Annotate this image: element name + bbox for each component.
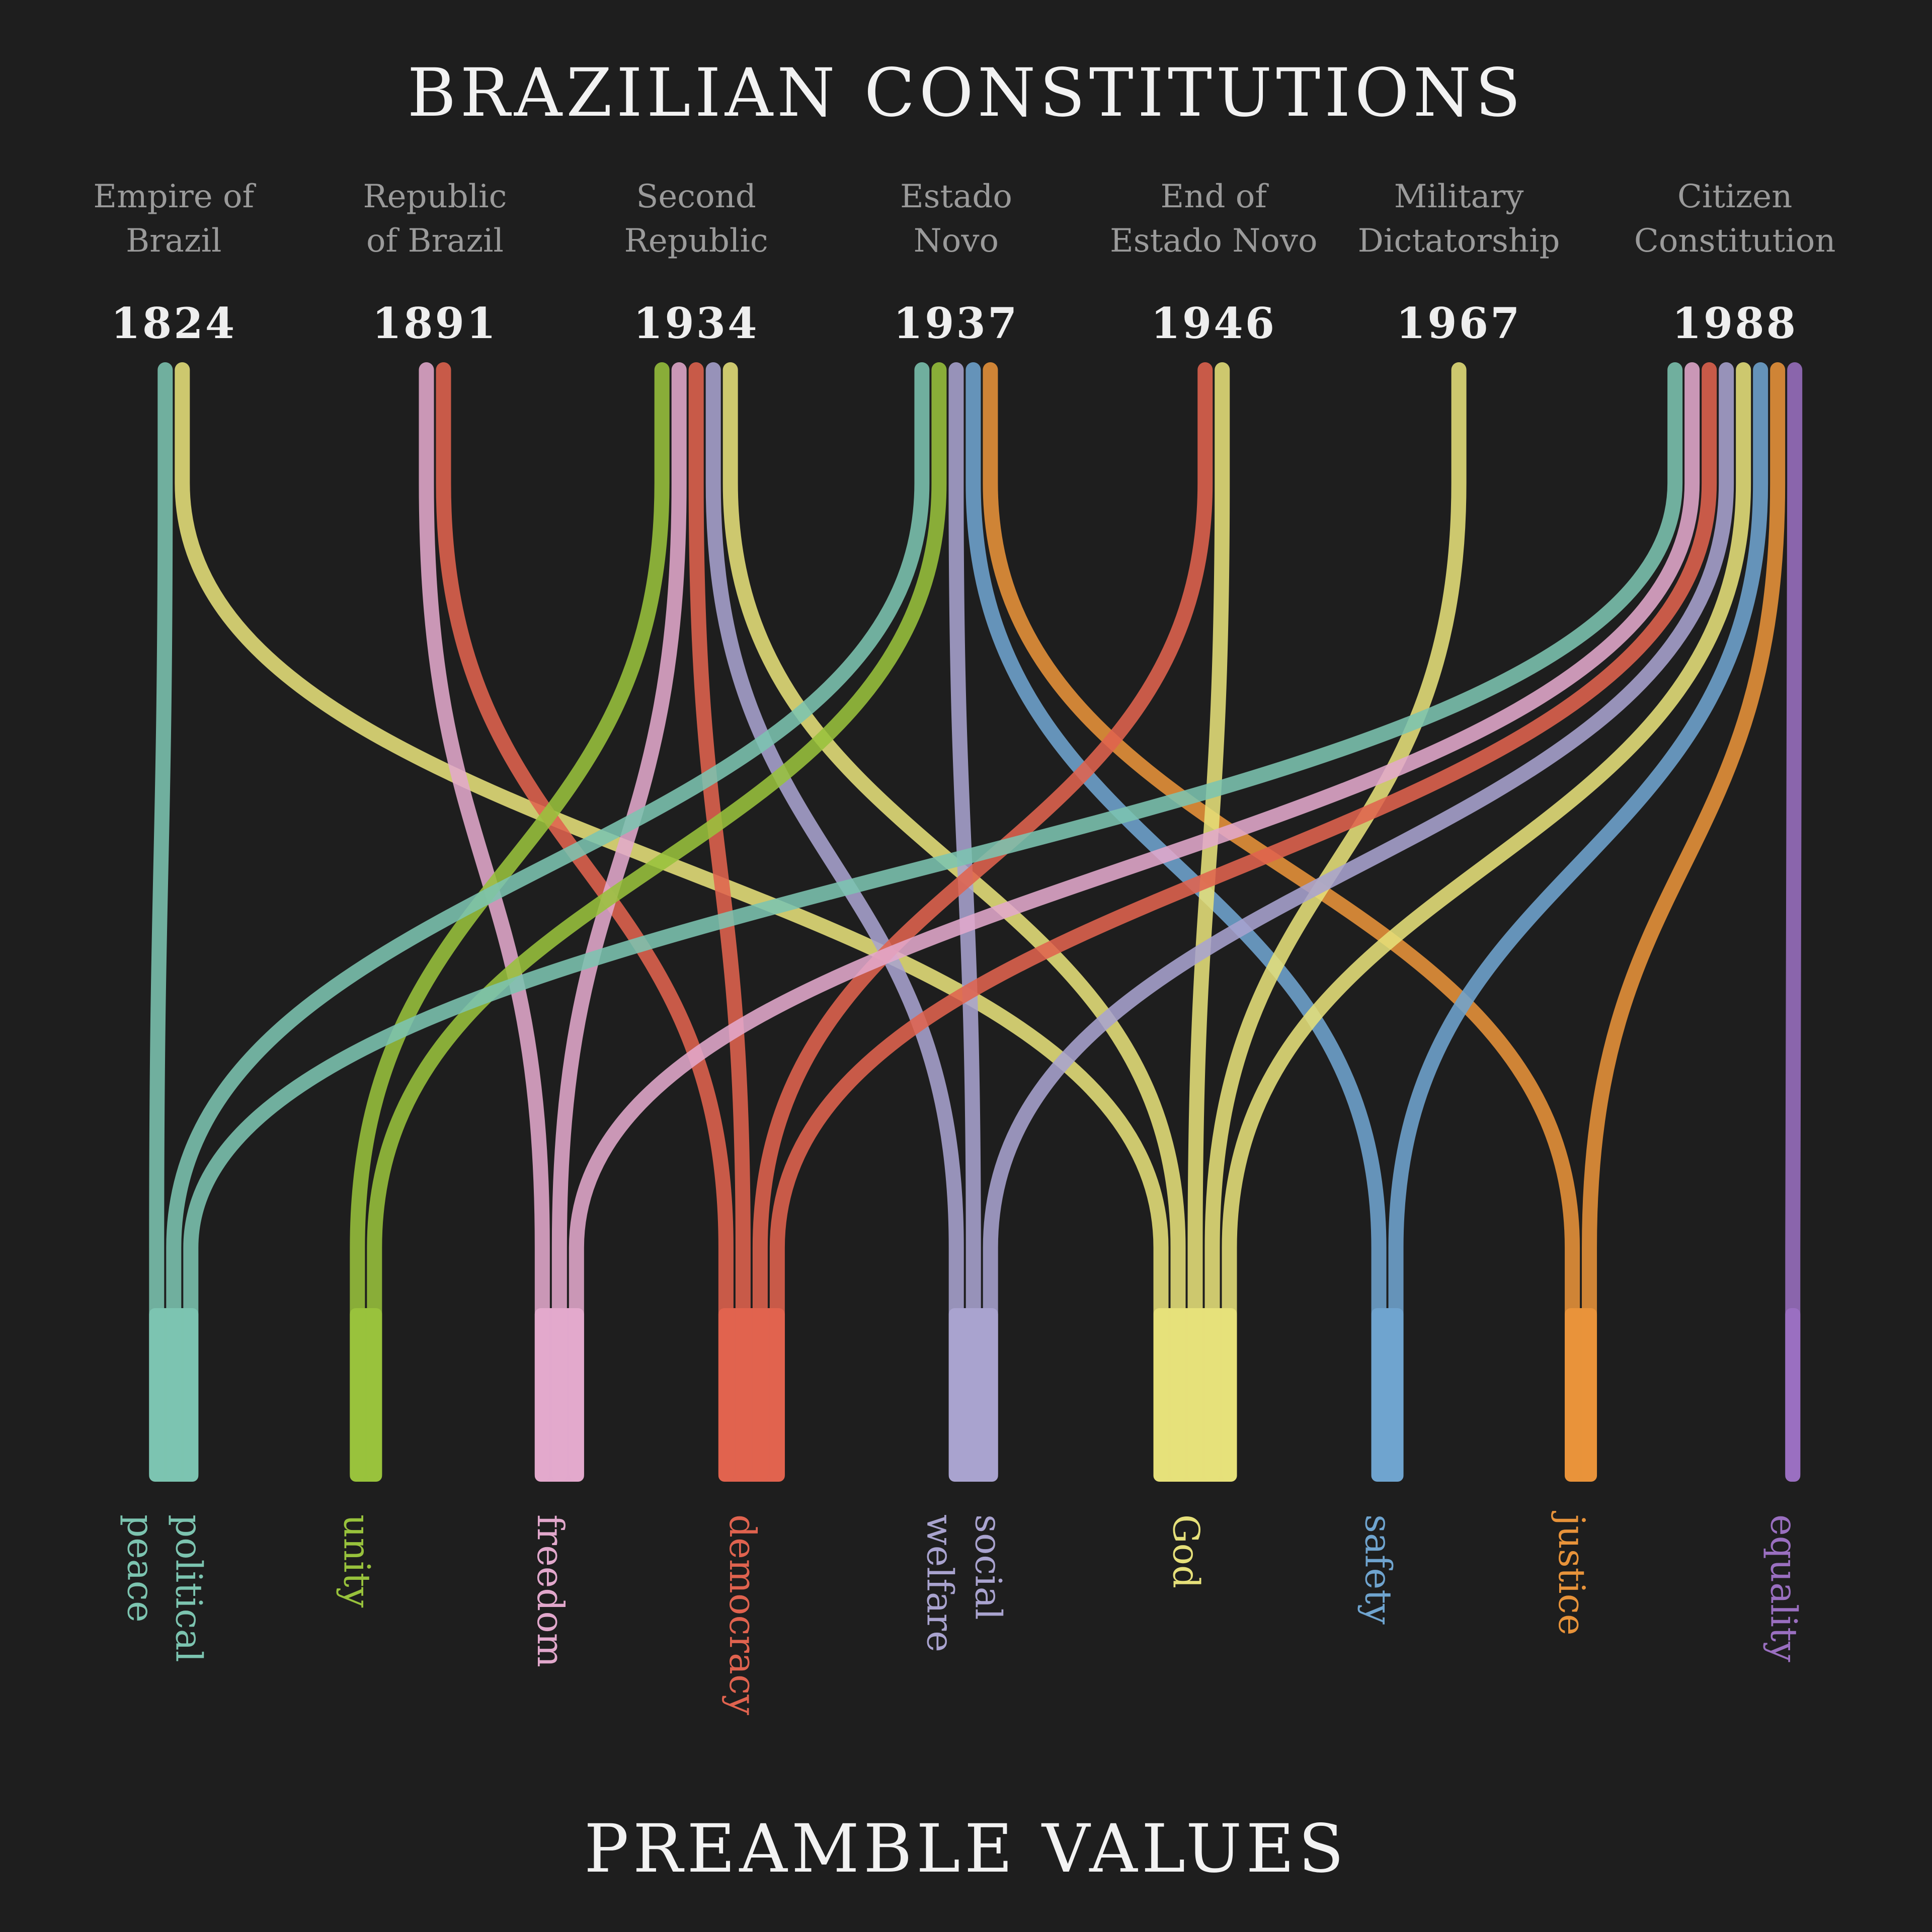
- constitution-name: Republic: [624, 222, 768, 260]
- subtitle: PREAMBLE VALUES: [584, 1810, 1348, 1888]
- link: [1204, 362, 1467, 1482]
- link: [569, 362, 1700, 1482]
- value-label: political: [168, 1514, 210, 1662]
- constitution-name: Republic: [363, 178, 507, 215]
- title: BRAZILIAN CONSTITUTIONS: [407, 54, 1524, 132]
- link: [436, 362, 734, 1482]
- value-label: freedom: [529, 1514, 572, 1667]
- value-label: safety: [1357, 1514, 1400, 1625]
- constitution-year: 1891: [372, 298, 498, 348]
- value-label: democracy: [721, 1514, 764, 1715]
- constitution-name: Brazil: [126, 222, 221, 260]
- value-label: God: [1165, 1514, 1208, 1588]
- link: [419, 362, 550, 1482]
- value-label: unity: [336, 1514, 378, 1608]
- constitution-year: 1946: [1151, 298, 1276, 348]
- constitution-name: Estado: [900, 178, 1012, 215]
- constitution-name: End of: [1161, 178, 1269, 215]
- link: [983, 362, 1580, 1482]
- link: [983, 362, 1734, 1482]
- constitution-name: Dictatorship: [1358, 222, 1560, 260]
- link: [965, 362, 1387, 1482]
- constitution-year: 1967: [1396, 298, 1522, 348]
- constitution-name: Constitution: [1634, 222, 1836, 260]
- constitution-year: 1988: [1672, 298, 1798, 348]
- link: [752, 362, 1213, 1482]
- links: [149, 362, 1803, 1482]
- constitution-year: 1824: [111, 298, 236, 348]
- value-label: welfare: [919, 1514, 961, 1652]
- link: [705, 362, 964, 1482]
- constitution-name: Second: [636, 178, 756, 215]
- link: [367, 362, 947, 1482]
- link: [350, 362, 670, 1482]
- link: [1187, 362, 1230, 1482]
- constitution-name: Estado Novo: [1110, 222, 1318, 260]
- constitution-year: 1937: [894, 298, 1019, 348]
- link: [1582, 362, 1786, 1482]
- link: [769, 362, 1717, 1482]
- link: [1388, 362, 1768, 1482]
- link: [948, 362, 981, 1482]
- constitution-name: Novo: [914, 222, 999, 260]
- value-label: social: [968, 1514, 1010, 1620]
- link: [1222, 362, 1751, 1482]
- link: [175, 362, 1169, 1482]
- value-label: peace: [119, 1514, 162, 1623]
- constitution-year: 1934: [633, 298, 759, 348]
- link: [688, 362, 751, 1482]
- link: [183, 362, 1683, 1482]
- link: [1785, 362, 1803, 1482]
- constitution-name: of Brazil: [366, 222, 504, 260]
- link: [551, 362, 687, 1482]
- constitution-name: Empire of: [93, 178, 256, 215]
- constitution-name: Military: [1394, 178, 1524, 215]
- constitution-name: Citizen: [1677, 178, 1792, 215]
- link: [149, 362, 173, 1482]
- value-label: equality: [1762, 1514, 1805, 1662]
- value-label: justice: [1551, 1511, 1593, 1636]
- value-bar: [718, 1308, 785, 1482]
- link: [166, 362, 930, 1482]
